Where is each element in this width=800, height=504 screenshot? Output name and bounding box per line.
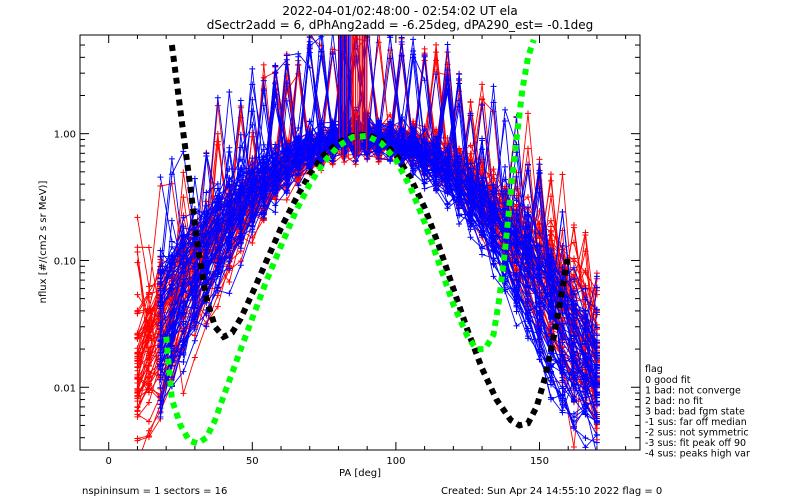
series-1-point	[514, 323, 520, 329]
series-0-point	[146, 419, 152, 425]
series-0-point	[134, 249, 140, 255]
series-0-point	[445, 49, 451, 55]
series-1-point	[192, 326, 198, 332]
series-1-point	[226, 290, 232, 296]
series-0-point	[146, 244, 152, 250]
series-1-point	[226, 145, 232, 151]
series-0-point	[594, 425, 600, 431]
series-0-point	[192, 354, 198, 360]
series-1-point	[272, 209, 278, 215]
series-1-point	[249, 66, 255, 72]
series-1-point	[491, 83, 497, 89]
series-0-point	[525, 146, 531, 152]
series-0-point	[284, 197, 290, 203]
series-0-point	[215, 142, 221, 148]
series-1-point	[157, 174, 163, 180]
series-1-point	[169, 156, 175, 162]
series-1-point	[502, 164, 508, 170]
series-1-point	[559, 209, 565, 215]
series-0-point	[376, 39, 382, 45]
series-0-point	[468, 151, 474, 157]
series-1-point	[284, 53, 290, 59]
series-0-point	[295, 62, 301, 68]
series-0-point	[571, 444, 577, 450]
series-0-point	[433, 42, 439, 48]
series-0-point	[548, 232, 554, 238]
x-tick-label: 150	[530, 456, 549, 467]
x-tick-label: 50	[246, 456, 259, 467]
series-0-point	[559, 172, 565, 178]
series-1-point	[192, 338, 198, 344]
x-tick-label: 100	[386, 456, 405, 467]
series-0-point	[226, 279, 232, 285]
series-1-point	[502, 107, 508, 113]
series-1-point	[502, 118, 508, 124]
series-0-point	[215, 304, 221, 310]
series-1-point	[536, 161, 542, 167]
series-0-point	[249, 240, 255, 246]
series-1-point	[261, 142, 267, 148]
series-0-point	[134, 292, 140, 298]
series-0-point	[215, 103, 221, 109]
series-1-point	[157, 253, 163, 259]
series-1-point	[226, 89, 232, 95]
series-1-point	[456, 71, 462, 77]
series-0-point	[433, 49, 439, 55]
series-1-point	[594, 452, 600, 458]
series-1-point	[238, 98, 244, 104]
x-tick-label: 0	[106, 456, 112, 467]
series-1-point	[410, 36, 416, 42]
series-1-point	[479, 251, 485, 257]
series-1-point	[272, 63, 278, 69]
series-0-point	[134, 461, 140, 467]
series-0-point	[548, 171, 554, 177]
series-0-point	[548, 178, 554, 184]
series-1-point	[169, 218, 175, 224]
series-1-point	[445, 41, 451, 47]
series-1-point	[422, 186, 428, 192]
data-layer	[134, 12, 599, 467]
series-0-point	[525, 110, 531, 116]
series-0-point	[134, 214, 140, 220]
series-0-point	[261, 62, 267, 68]
series-0-point	[180, 390, 186, 396]
series-1-point	[180, 359, 186, 365]
series-1-point	[215, 95, 221, 101]
series-1-point	[192, 176, 198, 182]
series-0-point	[468, 99, 474, 105]
series-0-point	[249, 130, 255, 136]
series-0-point	[479, 81, 485, 87]
series-0-point	[146, 428, 152, 434]
